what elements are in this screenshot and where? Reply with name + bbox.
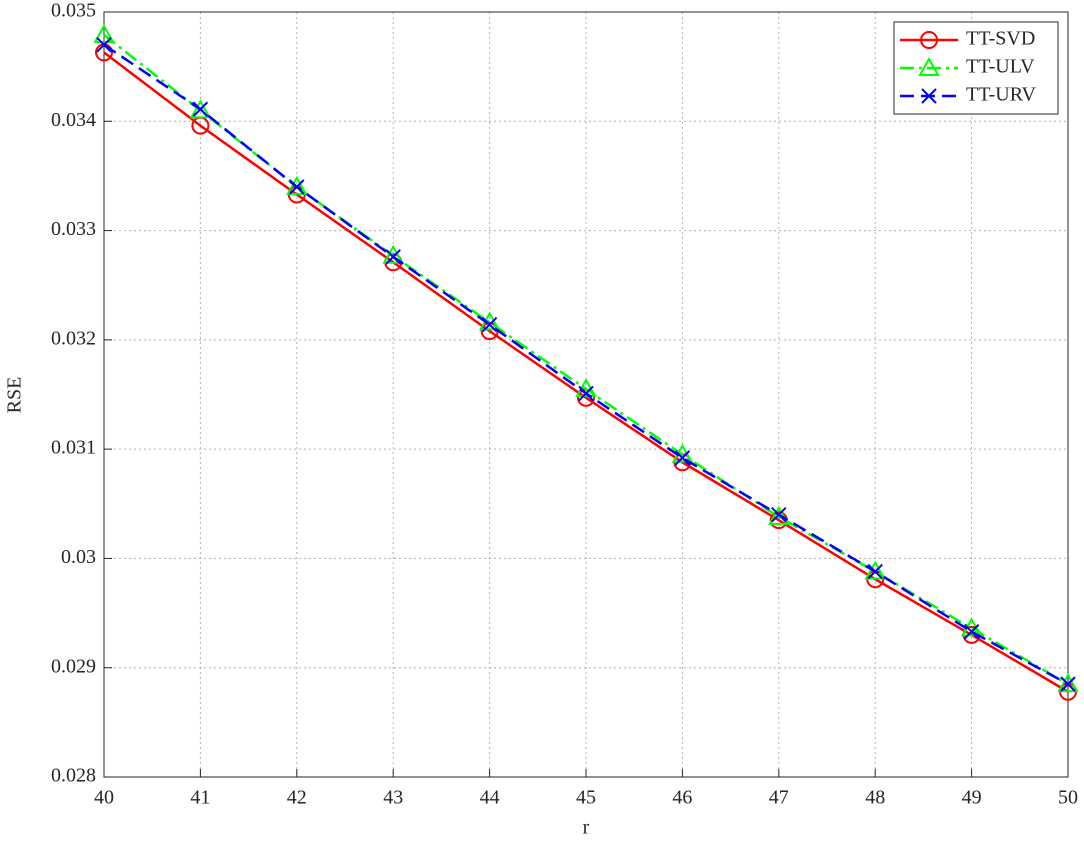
marker — [192, 101, 209, 117]
marker — [768, 505, 790, 525]
legend-label: TT-ULV — [966, 56, 1035, 78]
x-tick-label: 48 — [865, 787, 885, 809]
plot-frame — [103, 11, 1069, 778]
x-tick-label: 44 — [480, 787, 500, 809]
legend-label: TT-SVD — [966, 28, 1035, 50]
legend-label: TT-URV — [966, 84, 1036, 106]
y-axis-label: RSE — [4, 377, 26, 414]
y-tick-label: 0.034 — [51, 109, 96, 131]
x-tick-label: 47 — [769, 787, 789, 809]
marker — [771, 507, 787, 523]
marker — [920, 31, 938, 49]
marker — [382, 244, 404, 264]
legend: TT-SVD TT-ULV TT-URV — [893, 21, 1059, 115]
marker — [1060, 676, 1076, 692]
marker — [963, 623, 980, 640]
marker — [867, 563, 883, 580]
x-tick-label: 50 — [1058, 787, 1078, 809]
marker — [286, 175, 308, 195]
marker — [921, 88, 937, 104]
marker — [289, 179, 305, 195]
y-tick-label: 0.029 — [51, 655, 96, 677]
y-tick-label: 0.035 — [51, 0, 96, 22]
y-tick-label: 0.028 — [51, 765, 96, 787]
x-tick-label: 42 — [287, 787, 307, 809]
marker — [864, 560, 886, 580]
x-axis-label: r — [583, 817, 590, 839]
x-tick-label: 49 — [962, 787, 982, 809]
marker — [385, 249, 401, 265]
marker — [1057, 673, 1079, 693]
series-line — [103, 51, 1069, 693]
x-tick-label: 41 — [190, 787, 210, 809]
marker — [189, 99, 212, 119]
x-tick-label: 45 — [576, 787, 596, 809]
marker — [96, 37, 112, 53]
y-tick-label: 0.031 — [51, 437, 96, 459]
y-tick-label: 0.033 — [51, 218, 96, 240]
marker — [481, 316, 498, 333]
x-tick-label: 40 — [94, 787, 114, 809]
marker — [918, 56, 940, 76]
marker — [674, 450, 691, 466]
x-tick-label: 46 — [672, 787, 692, 809]
y-tick-label: 0.03 — [61, 546, 96, 568]
marker — [578, 385, 594, 402]
y-tick-label: 0.032 — [51, 327, 96, 349]
x-tick-label: 43 — [383, 787, 403, 809]
marker — [93, 23, 115, 43]
